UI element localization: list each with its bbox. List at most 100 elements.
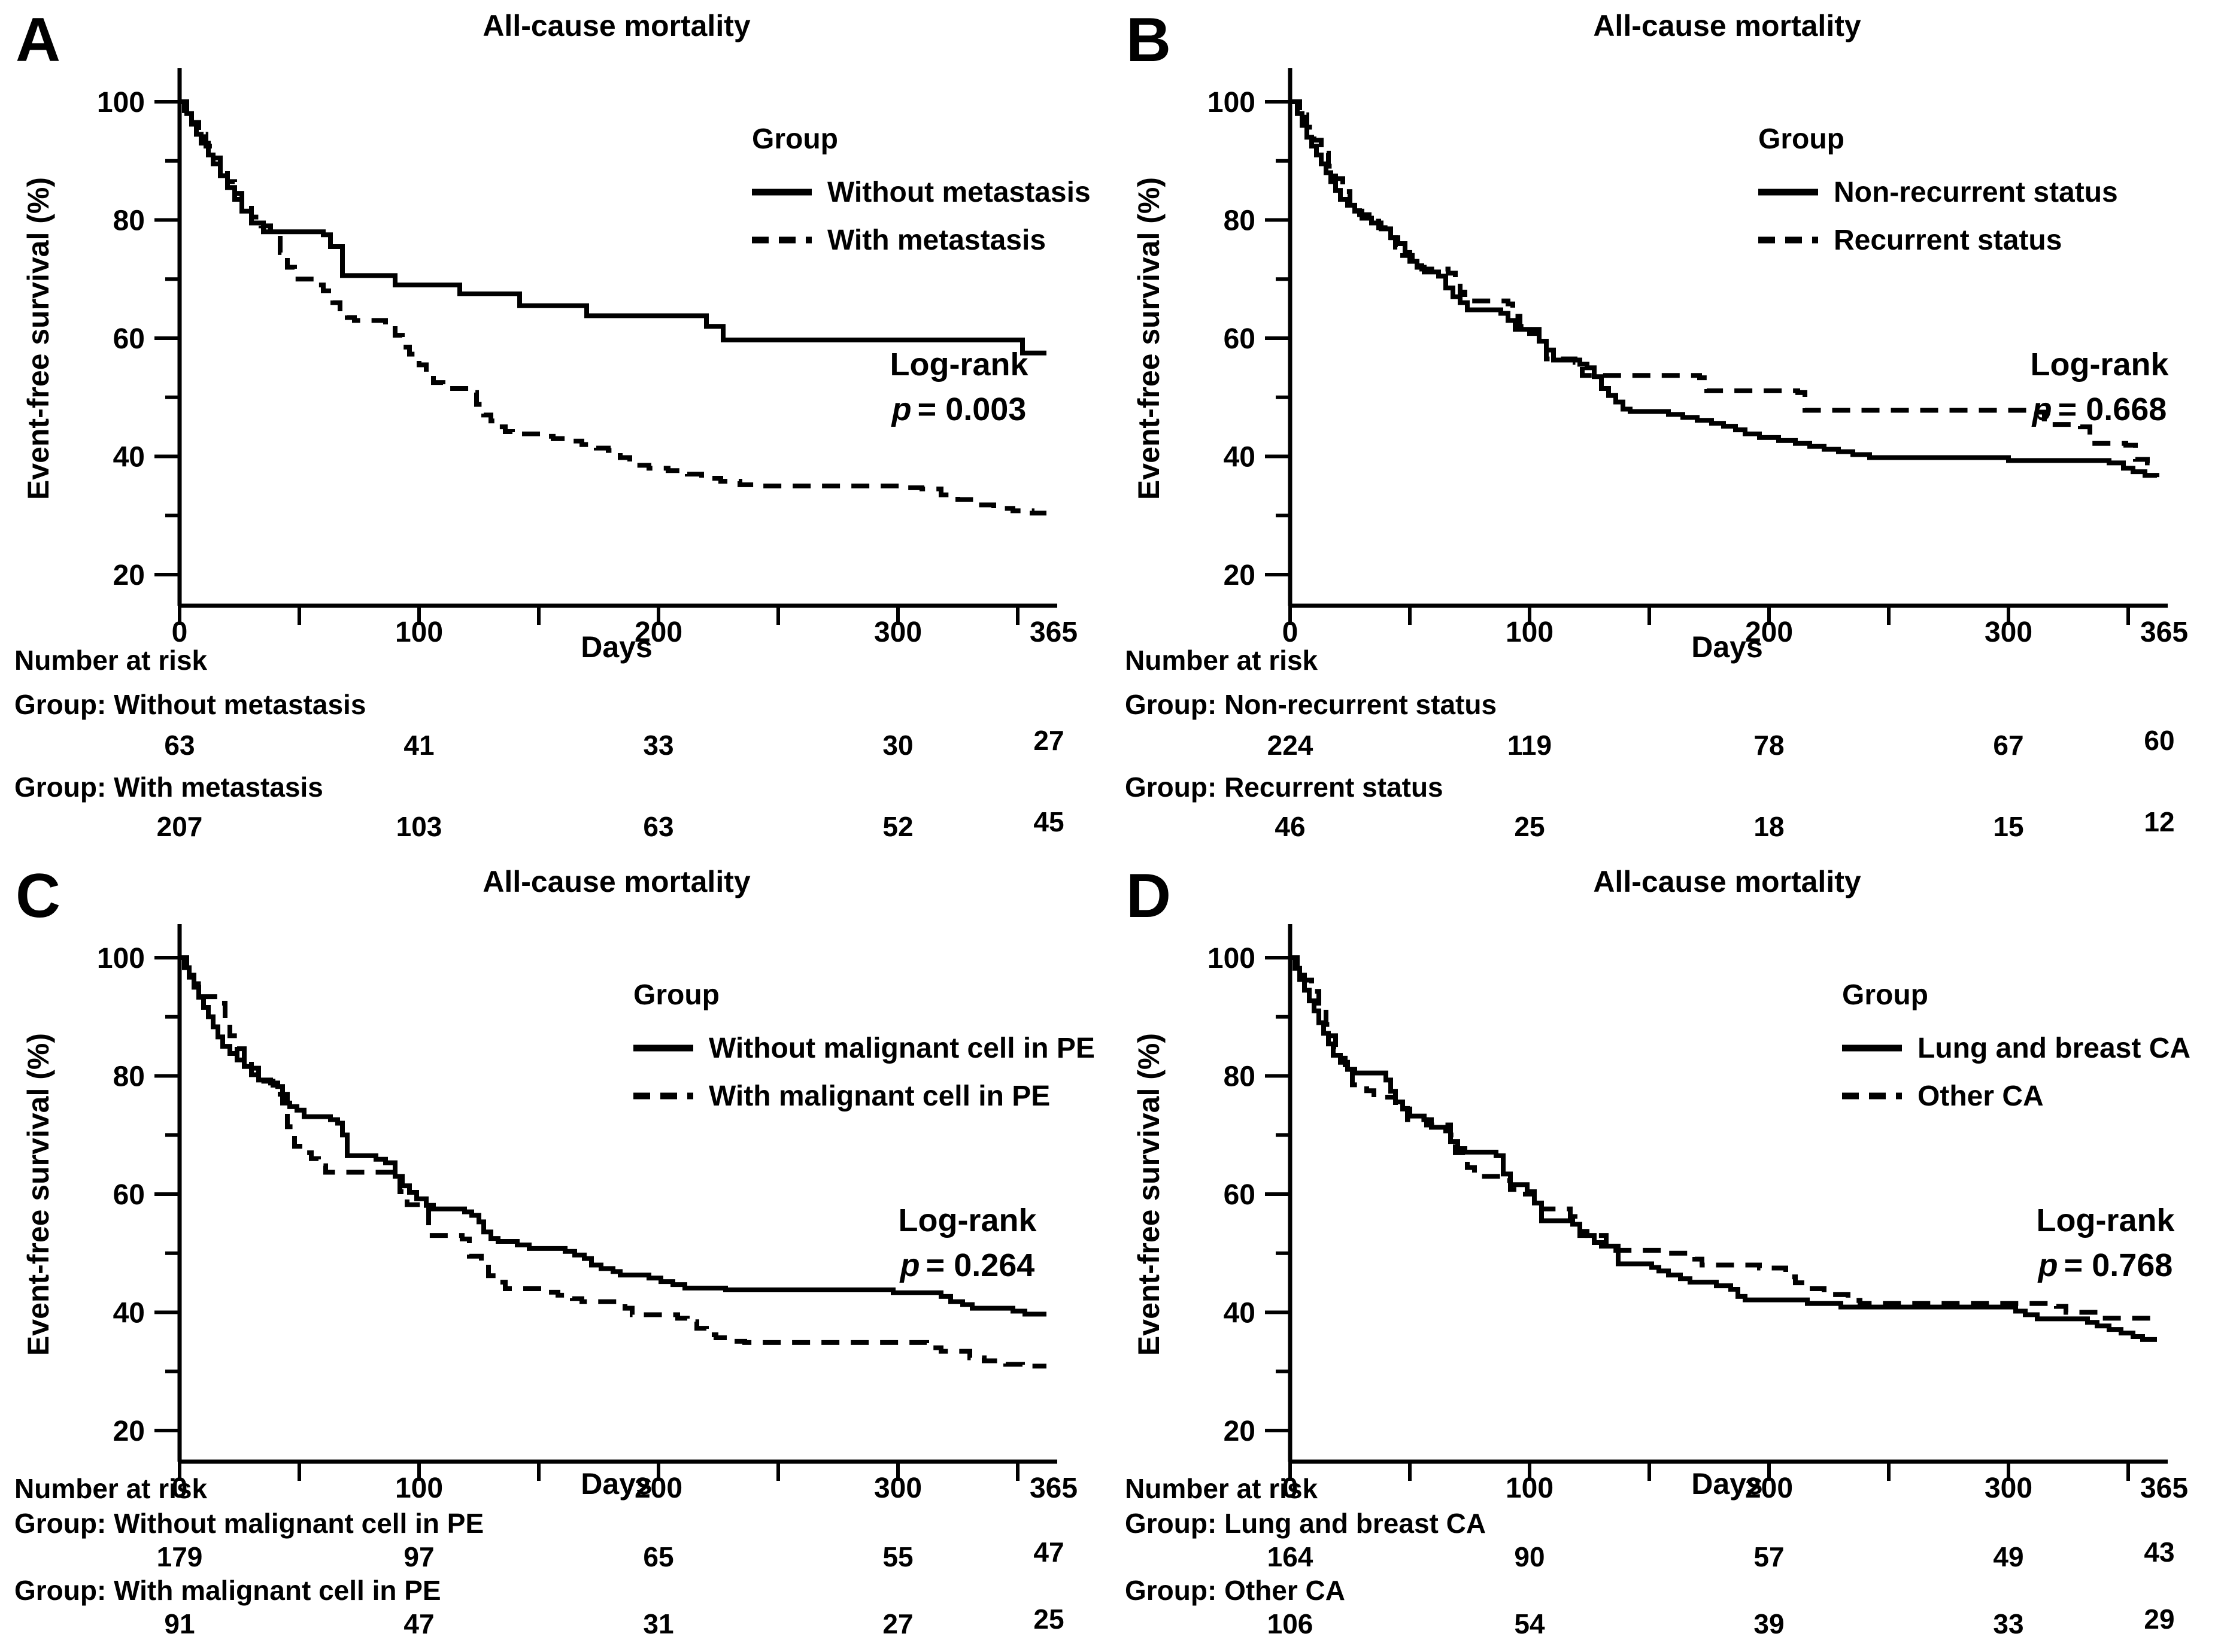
svg-text:100: 100 <box>97 943 145 974</box>
svg-text:20: 20 <box>113 1416 145 1447</box>
panel-title: All-cause mortality <box>1593 9 1861 42</box>
svg-text:100: 100 <box>395 1472 443 1502</box>
risk-table-header: Number at risk <box>1125 1473 1318 1504</box>
solid-line-icon <box>752 189 812 196</box>
svg-text:200: 200 <box>635 617 682 646</box>
svg-text:100: 100 <box>1207 87 1255 119</box>
risk-count: 27 <box>1033 725 1064 756</box>
legend-item: Non-recurrent status <box>1758 168 2118 216</box>
dashed-line-icon <box>1842 1092 1902 1100</box>
risk-count: 63 <box>164 730 195 761</box>
risk-counts-row: 46 25 18 15 12 <box>1110 806 2221 845</box>
svg-text:0: 0 <box>1282 1472 1298 1502</box>
logrank-annotation: Log-rank p = 0.264 <box>866 1198 1069 1287</box>
risk-count: 47 <box>403 1608 435 1639</box>
svg-text:80: 80 <box>1224 1061 1255 1093</box>
risk-count: 65 <box>643 1541 674 1572</box>
legend-item: Without metastasis <box>752 168 1091 216</box>
svg-text:300: 300 <box>874 1472 922 1502</box>
panel-d: D All-cause mortality Event-free surviva… <box>1110 856 2221 1652</box>
logrank-label: Log-rank <box>2036 1202 2175 1238</box>
risk-group-name: Group: Lung and breast CA <box>1125 1508 1486 1539</box>
legend-title: Group <box>1758 123 1844 155</box>
p-value: p = 0.003 <box>891 391 1027 427</box>
risk-table-header: Number at risk <box>1125 645 1318 676</box>
risk-count: 164 <box>1267 1541 1313 1572</box>
risk-count: 15 <box>1993 811 2024 842</box>
svg-text:300: 300 <box>874 617 922 646</box>
logrank-label: Log-rank <box>890 347 1028 382</box>
risk-count: 97 <box>403 1541 435 1572</box>
km-plot: 20 40 60 80 100 0 100 200 300 365 <box>1207 924 2188 1502</box>
risk-count: 207 <box>156 811 203 842</box>
svg-text:80: 80 <box>113 1061 145 1093</box>
legend-title: Group <box>752 123 838 155</box>
svg-text:40: 40 <box>113 442 145 473</box>
risk-count: 78 <box>1753 730 1785 761</box>
dashed-line-icon <box>1758 236 1818 244</box>
legend-title: Group <box>1842 979 1928 1011</box>
logrank-label: Log-rank <box>898 1202 1037 1238</box>
risk-counts-row: 91 47 31 27 25 <box>0 1604 1110 1642</box>
svg-text:40: 40 <box>1224 442 1255 473</box>
solid-line-icon <box>1842 1044 1902 1052</box>
risk-count: 25 <box>1033 1604 1064 1635</box>
logrank-annotation: Log-rank p = 0.003 <box>857 342 1061 432</box>
panel-letter: D <box>1126 861 1172 931</box>
risk-group-name: Group: Other CA <box>1125 1575 1345 1606</box>
legend: Group Non-recurrent status Recurrent sta… <box>1758 123 2118 264</box>
risk-count: 67 <box>1993 730 2024 761</box>
svg-text:200: 200 <box>635 1472 682 1502</box>
svg-text:20: 20 <box>1224 560 1255 591</box>
risk-count: 54 <box>1514 1608 1545 1639</box>
legend-item: Other CA <box>1842 1072 2190 1120</box>
legend: Group Lung and breast CA Other CA <box>1842 979 2190 1120</box>
logrank-annotation: Log-rank p = 0.668 <box>1998 342 2201 432</box>
svg-text:300: 300 <box>1985 1472 2032 1502</box>
svg-text:100: 100 <box>1506 1472 1554 1502</box>
panel-letter: B <box>1126 5 1172 75</box>
logrank-annotation: Log-rank p = 0.768 <box>2004 1198 2207 1287</box>
risk-count: 30 <box>882 730 914 761</box>
legend-label: Other CA <box>1917 1080 2044 1112</box>
svg-text:300: 300 <box>1985 617 2032 646</box>
risk-count: 52 <box>882 811 914 842</box>
svg-text:365: 365 <box>1030 1472 1078 1502</box>
legend: Group Without metastasis With metastasis <box>752 123 1091 264</box>
risk-count: 31 <box>643 1608 674 1639</box>
solid-line-icon <box>633 1044 693 1052</box>
svg-text:365: 365 <box>2140 1472 2188 1502</box>
svg-text:60: 60 <box>1224 1179 1255 1211</box>
legend-label: With malignant cell in PE <box>709 1080 1051 1112</box>
risk-count: 45 <box>1033 806 1064 837</box>
risk-group-name: Group: Non-recurrent status <box>1125 689 1497 720</box>
risk-count: 179 <box>156 1541 203 1572</box>
svg-text:100: 100 <box>1506 617 1554 646</box>
svg-text:100: 100 <box>395 617 443 646</box>
panel-b: B All-cause mortality Event-free surviva… <box>1110 0 2221 856</box>
risk-table-header: Number at risk <box>14 645 208 676</box>
svg-text:200: 200 <box>1745 617 1793 646</box>
logrank-label: Log-rank <box>2030 347 2169 382</box>
legend-label: Recurrent status <box>1834 224 2062 256</box>
panel-title: All-cause mortality <box>483 9 751 42</box>
km-plot: 20 40 60 80 100 0 100 200 300 365 <box>97 68 1078 646</box>
risk-counts-row: 164 90 57 49 43 <box>1110 1536 2221 1575</box>
risk-table-header: Number at risk <box>14 1473 208 1504</box>
risk-counts-row: 63 41 33 30 27 <box>0 725 1110 764</box>
risk-count: 63 <box>643 811 674 842</box>
legend-item: With metastasis <box>752 216 1091 264</box>
legend: Group Without malignant cell in PE With … <box>633 979 1095 1120</box>
x-axis-label: Days <box>1691 630 1763 664</box>
risk-count: 103 <box>396 811 442 842</box>
risk-count: 90 <box>1514 1541 1545 1572</box>
risk-counts-row: 179 97 65 55 47 <box>0 1536 1110 1575</box>
svg-text:365: 365 <box>1030 617 1078 646</box>
svg-text:60: 60 <box>1224 323 1255 355</box>
risk-count: 47 <box>1033 1536 1064 1568</box>
panel-letter: C <box>16 861 61 931</box>
risk-counts-row: 207 103 63 52 45 <box>0 806 1110 845</box>
legend-label: With metastasis <box>827 224 1046 256</box>
legend-label: Non-recurrent status <box>1834 176 2118 208</box>
legend-item: Recurrent status <box>1758 216 2118 264</box>
